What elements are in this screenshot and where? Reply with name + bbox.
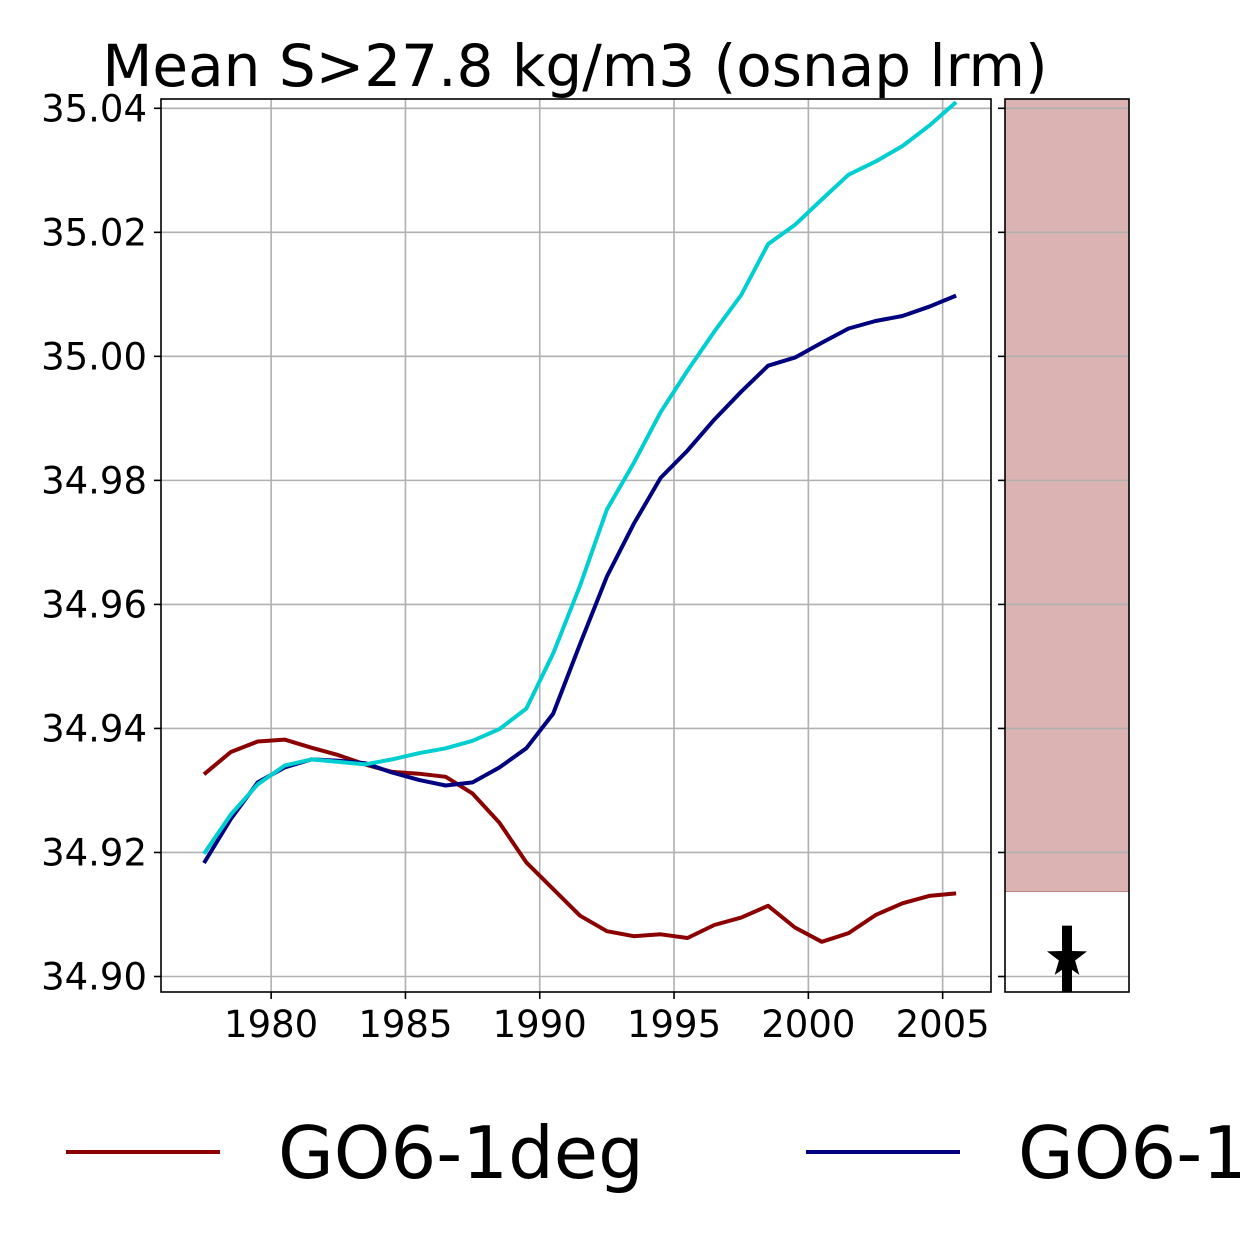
side-panel-frame <box>1004 98 1130 993</box>
side-panel-star-marker <box>1047 936 1087 975</box>
y-tick-label: 34.92 <box>41 831 147 874</box>
y-gridlines <box>161 107 991 978</box>
y-tick-label: 35.04 <box>41 87 147 130</box>
y-tick-label: 34.90 <box>41 955 147 998</box>
series-lines <box>202 100 958 944</box>
main-plot-background <box>161 99 991 992</box>
x-tick-label: 2005 <box>896 1003 990 1046</box>
x-tick-label: 1985 <box>358 1003 452 1046</box>
y-tick-label: 35.02 <box>41 211 147 254</box>
main-plot-frame <box>160 98 992 993</box>
legend: GO6-1deg GO6-1 <box>66 1111 1240 1195</box>
y-tick-label: 34.96 <box>41 583 147 626</box>
x-tick-label: 2000 <box>761 1003 855 1046</box>
x-tick-label: 1995 <box>627 1003 721 1046</box>
side-panel-ticks <box>998 107 1005 978</box>
y-tick-label: 34.94 <box>41 707 147 750</box>
main-plot: 1980 1985 1990 1995 2000 2005 34.90 34.92 34.94… <box>41 87 992 1046</box>
y-axis: 34.90 34.92 34.94 34.96 34.98 35.00 35.02 35.04 <box>41 87 161 998</box>
y-tick-label: 34.98 <box>41 459 147 502</box>
x-axis: 1980 1985 1990 1995 2000 2005 <box>224 992 990 1046</box>
side-panel-shaded-range <box>1004 98 1130 893</box>
legend-label-1: GO6-1 <box>1018 1111 1240 1195</box>
legend-label-0: GO6-1deg <box>278 1111 644 1195</box>
series-line-0 <box>202 737 957 944</box>
x-tick-label: 1990 <box>493 1003 587 1046</box>
y-tick-label: 35.00 <box>41 335 147 378</box>
x-gridlines <box>270 99 944 992</box>
side-panel <box>998 98 1130 993</box>
x-tick-label: 1980 <box>224 1003 318 1046</box>
series-line-2 <box>202 100 958 855</box>
chart-title: Mean S>27.8 kg/m3 (osnap lrm) <box>102 32 1047 100</box>
